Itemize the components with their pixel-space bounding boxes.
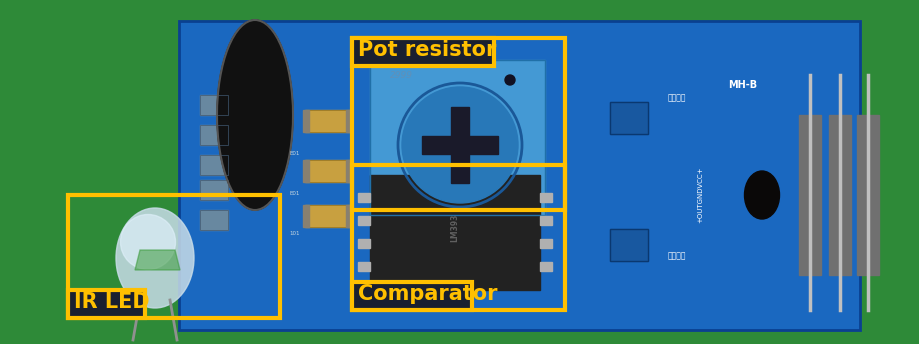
Bar [609,229,647,261]
Bar [199,95,228,115]
Bar [305,110,349,132]
Bar [179,21,859,330]
Bar [199,210,228,230]
Bar [199,95,228,115]
Bar [828,115,850,275]
Bar [302,160,309,182]
Bar [199,125,228,145]
Text: 2999: 2999 [390,71,413,80]
Bar [369,60,544,215]
Text: Comparator: Comparator [357,284,497,304]
Text: LM393: LM393 [450,213,459,242]
Bar [68,290,144,318]
Text: MH-B: MH-B [727,80,756,90]
Bar [352,282,471,310]
Bar [609,229,647,261]
Bar [199,155,228,175]
Bar [539,239,551,248]
Bar [352,38,494,66]
Ellipse shape [402,87,517,203]
Bar [199,210,228,230]
Ellipse shape [116,208,194,308]
Bar [539,193,551,202]
Bar [346,205,352,227]
Bar [422,136,497,154]
Bar [798,115,820,275]
Text: 输出指示: 输出指示 [667,251,686,260]
Bar [199,180,228,200]
Bar [357,262,369,271]
Bar [305,160,349,182]
Bar [357,239,369,248]
Bar [352,165,564,310]
Bar [357,193,369,202]
Bar [609,102,647,134]
Text: IR LED: IR LED [74,292,150,312]
Bar [305,205,349,227]
Bar [302,205,309,227]
Text: Pot resistor: Pot resistor [357,40,496,60]
Bar [199,155,228,175]
Bar [68,195,279,318]
Bar [352,38,564,210]
Bar [346,160,352,182]
Bar [199,180,228,200]
Bar [346,110,352,132]
Bar [369,175,539,290]
Text: 电源指示: 电源指示 [667,93,686,102]
Bar [609,102,647,134]
Text: 101: 101 [289,231,300,236]
Bar [305,205,349,227]
Text: E01: E01 [289,151,300,156]
Bar [539,216,551,225]
Bar [357,216,369,225]
Bar [305,160,349,182]
Ellipse shape [743,171,778,219]
Ellipse shape [217,20,292,210]
Bar [450,107,469,183]
Bar [179,21,859,330]
Text: +OUTGNDVCC+: +OUTGNDVCC+ [697,167,702,223]
Ellipse shape [120,215,176,269]
Bar [305,110,349,132]
Polygon shape [135,250,180,270]
Bar [302,110,309,132]
Bar [369,60,544,215]
Bar [199,125,228,145]
Ellipse shape [505,75,515,85]
Bar [857,115,878,275]
Bar [539,262,551,271]
Text: E01: E01 [289,191,300,196]
